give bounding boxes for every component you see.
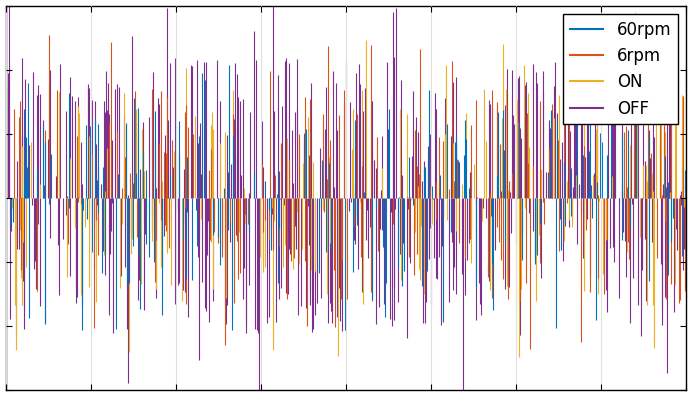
Legend: 60rpm, 6rpm, ON, OFF: 60rpm, 6rpm, ON, OFF [563,14,678,124]
